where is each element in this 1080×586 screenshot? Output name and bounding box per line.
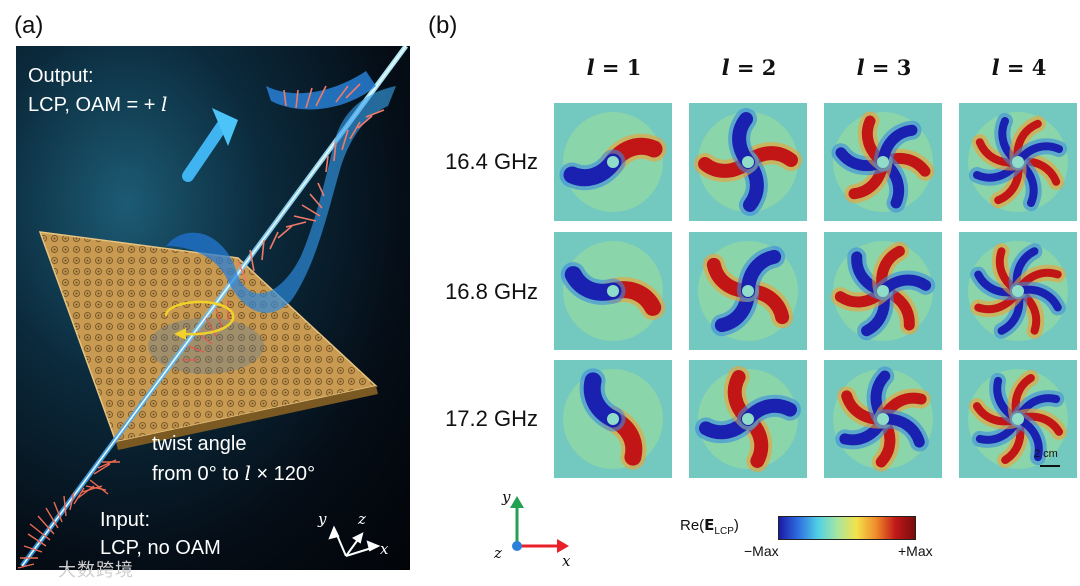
twist-title: twist angle — [152, 433, 247, 455]
negative-lobe — [559, 149, 626, 191]
watermark: 大数跨境 — [58, 560, 134, 580]
output-title: Output: — [28, 65, 94, 87]
field-map — [689, 360, 807, 478]
column-header-l3: l = 3 — [824, 55, 944, 80]
input-description: LCP, no OAM — [100, 537, 221, 559]
phase-singularity — [742, 413, 754, 425]
output-oam-text: LCP, OAM = + — [28, 94, 162, 116]
colorbar-max-label: +Max — [898, 543, 933, 559]
axis-y-label-b: y — [502, 488, 511, 506]
phase-singularity — [1012, 156, 1024, 168]
field-map-pattern — [968, 112, 1068, 212]
colorbar-title-suffix: ) — [733, 517, 739, 534]
field-map — [959, 360, 1077, 478]
col-l-value: = 4 — [999, 55, 1047, 80]
row-header-17-2: 17.2 GHz — [445, 406, 538, 431]
col-l-symbol: l — [721, 55, 730, 80]
col-l-value: = 3 — [864, 55, 912, 80]
field-map-pattern — [968, 369, 1068, 469]
colorbar — [778, 516, 916, 540]
axis-x-label-a: x — [380, 540, 389, 558]
twist-times: × 120 — [250, 463, 308, 485]
axis-y-label-a: y — [318, 510, 327, 528]
input-title: Input: — [100, 509, 151, 531]
field-map — [689, 103, 807, 221]
field-map — [959, 103, 1077, 221]
field-map-pattern — [560, 241, 666, 341]
axes-a-icon — [328, 525, 381, 557]
field-map-pattern — [559, 112, 667, 212]
field-map — [824, 232, 942, 350]
panel-a-label: (a) — [14, 12, 44, 39]
phase-singularity — [877, 413, 889, 425]
column-header-l1: l = 1 — [554, 55, 674, 80]
row-header-16-8: 16.8 GHz — [445, 279, 538, 304]
twist-from: from 0 — [152, 463, 209, 485]
field-map-pattern — [694, 108, 802, 216]
field-map — [824, 360, 942, 478]
colorbar-title-field: E — [704, 516, 715, 534]
twist-field-arrows — [182, 300, 229, 361]
colorbar-min-label: −Max — [744, 543, 779, 559]
input-field-arrows — [17, 459, 120, 569]
col-l-symbol: l — [586, 55, 595, 80]
scale-bar — [1040, 465, 1060, 467]
field-map-pattern — [830, 241, 936, 341]
twist-degree-2: ° — [307, 463, 316, 485]
propagation-arrow-icon — [182, 108, 238, 182]
field-map — [554, 232, 672, 350]
colorbar-title-sub: LCP — [714, 526, 734, 537]
field-map-pattern — [563, 368, 663, 470]
twist-range: from 0° to l × 120° — [152, 459, 315, 488]
colorbar-title: Re(ELCP) — [680, 516, 739, 537]
phase-singularity — [607, 156, 619, 168]
metasurface-plate — [38, 231, 378, 450]
field-map-pattern — [831, 111, 935, 213]
col-l-symbol: l — [991, 55, 1000, 80]
phase-singularity — [877, 156, 889, 168]
phase-singularity — [607, 413, 619, 425]
field-map — [689, 232, 807, 350]
output-description: LCP, OAM = + l — [28, 90, 167, 119]
phase-singularity — [742, 156, 754, 168]
phase-singularity — [1012, 285, 1024, 297]
scale-bar-label: 2 cm — [1034, 448, 1058, 460]
field-map — [554, 360, 672, 478]
twist-to: to — [216, 463, 245, 485]
metasurface-illustration — [17, 46, 409, 569]
column-header-l2: l = 2 — [689, 55, 809, 80]
column-header-l4: l = 4 — [959, 55, 1079, 80]
twist-l-symbol: l — [244, 461, 251, 485]
phase-singularity — [742, 285, 754, 297]
axis-z-label-b: z — [494, 544, 502, 562]
output-field-arrows — [237, 83, 385, 282]
field-map-pattern — [698, 241, 798, 341]
axis-z-label-a: z — [358, 510, 366, 528]
phase-singularity — [877, 285, 889, 297]
output-l-symbol: l — [161, 92, 168, 116]
col-l-value: = 2 — [729, 55, 777, 80]
field-map — [824, 103, 942, 221]
field-map-pattern — [968, 241, 1068, 341]
field-map-pattern — [695, 366, 801, 472]
phase-singularity — [607, 285, 619, 297]
twist-degree-1: ° — [208, 463, 217, 485]
axis-x-label-b: x — [562, 552, 571, 570]
field-map — [554, 103, 672, 221]
colorbar-title-prefix: Re( — [680, 517, 705, 534]
col-l-symbol: l — [856, 55, 865, 80]
row-header-16-4: 16.4 GHz — [445, 149, 538, 174]
rotation-arrow — [164, 300, 235, 336]
phase-singularity — [1012, 413, 1024, 425]
field-map — [959, 232, 1077, 350]
axes-b-icon — [510, 496, 569, 553]
field-map-pattern — [833, 366, 933, 472]
panel-a-illustration: Output: LCP, OAM = + l twist angle from … — [16, 46, 410, 570]
col-l-value: = 1 — [594, 55, 642, 80]
panel-b-label: (b) — [428, 12, 458, 39]
